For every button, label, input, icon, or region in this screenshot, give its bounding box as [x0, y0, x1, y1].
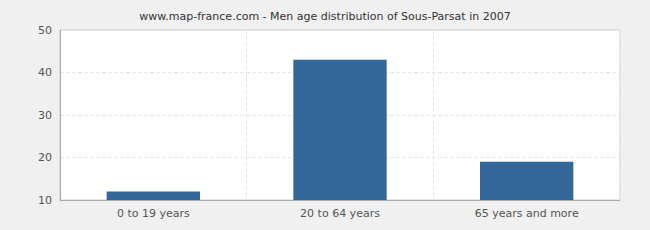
svg-text:www.map-france.com - Men age d: www.map-france.com - Men age distributio…: [139, 10, 510, 23]
svg-text:50: 50: [38, 24, 52, 37]
svg-text:40: 40: [38, 66, 52, 79]
svg-text:65 years and more: 65 years and more: [475, 207, 579, 220]
svg-text:10: 10: [38, 194, 52, 207]
svg-text:20 to 64 years: 20 to 64 years: [300, 207, 380, 220]
svg-text:20: 20: [38, 151, 52, 164]
svg-text:0 to 19 years: 0 to 19 years: [117, 207, 190, 220]
svg-text:30: 30: [38, 109, 52, 122]
